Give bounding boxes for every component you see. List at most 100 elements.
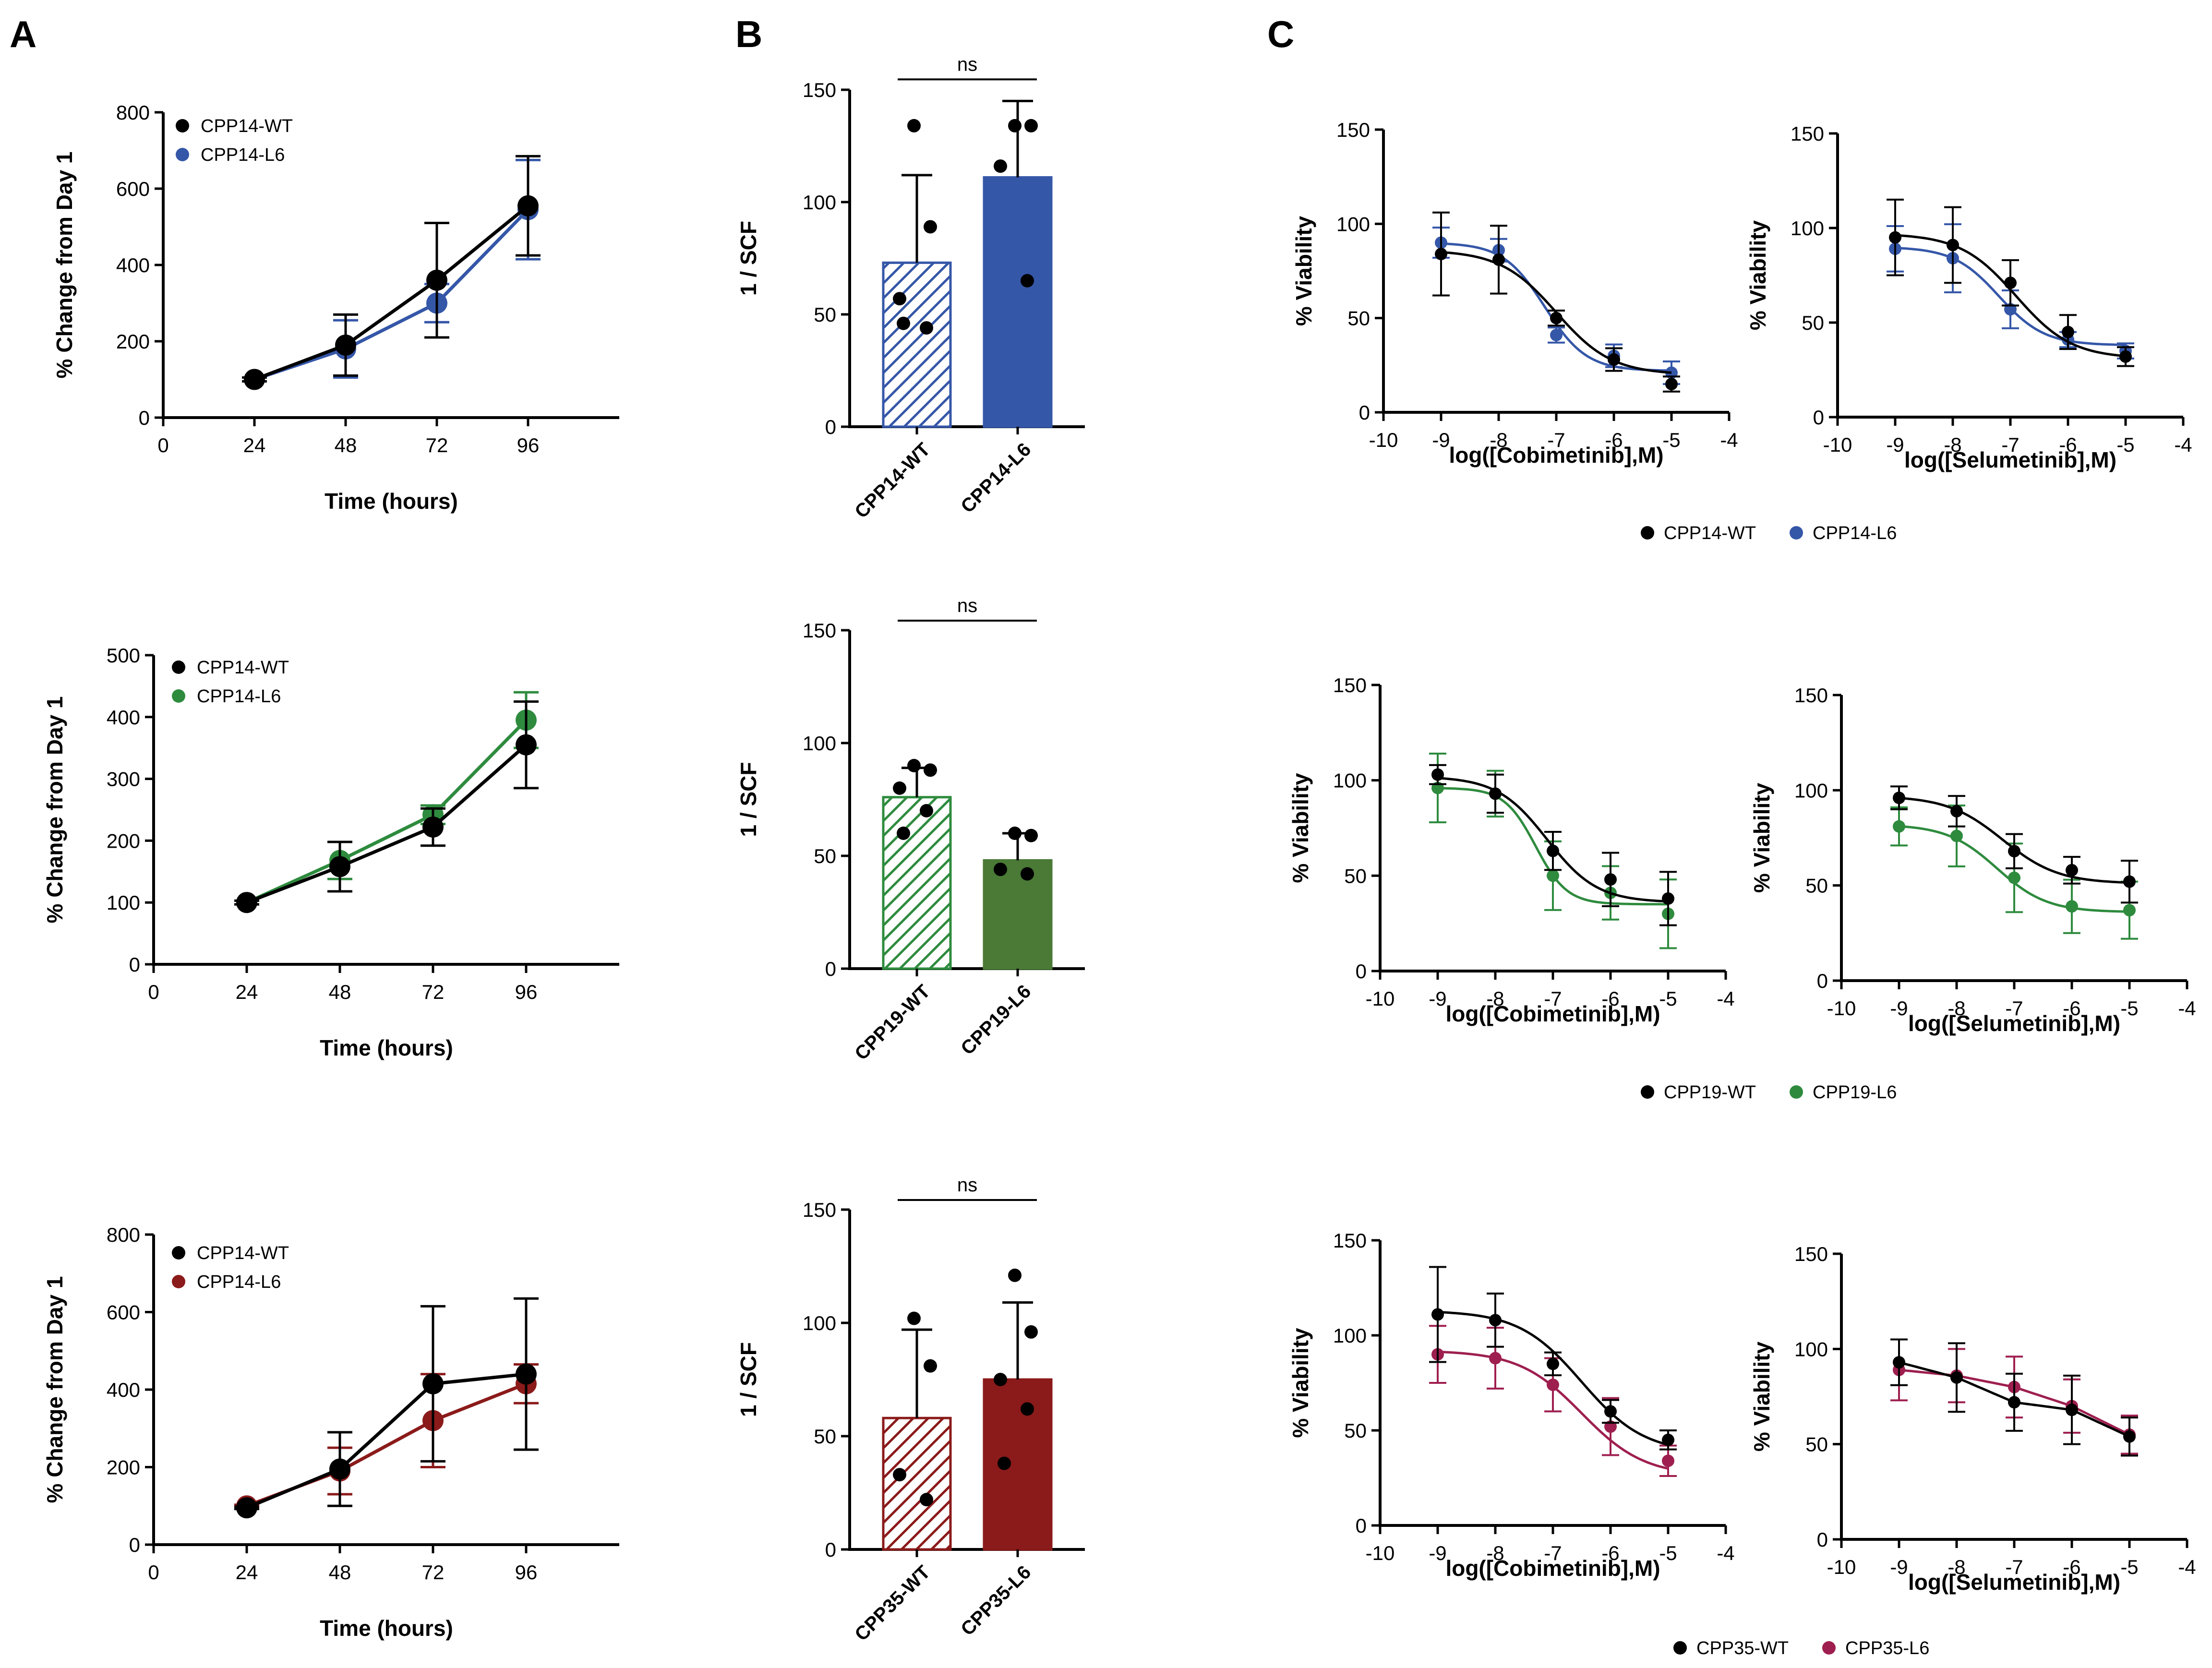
y-tick-label: 500: [107, 644, 140, 667]
y-tick-label: 100: [1333, 1324, 1367, 1347]
y-tick-label: 0: [129, 953, 140, 976]
y-tick-label: 600: [107, 1301, 140, 1324]
x-axis-label: Time (hours): [325, 489, 458, 514]
x-tick-label: -6: [1601, 987, 1619, 1010]
legend-label: CPP35-WT: [1696, 1638, 1789, 1658]
y-axis-label: % Change from Day 1: [52, 152, 77, 379]
y-tick-label: 0: [1813, 406, 1824, 429]
x-tick-label: -10: [1827, 1556, 1856, 1578]
y-axis-label: % Viability: [1745, 220, 1770, 330]
y-tick-label: 400: [107, 706, 140, 729]
y-tick-label: 150: [1333, 1229, 1367, 1252]
x-tick-label: 96: [517, 434, 540, 456]
data-point: [335, 334, 356, 356]
data-point: [994, 159, 1007, 173]
x-tick-label: -7: [2001, 433, 2019, 456]
data-point: [1662, 1433, 1674, 1446]
fit-curve: [1441, 242, 1672, 372]
series-CPP14-L6: [1432, 227, 1680, 385]
data-point: [1893, 792, 1905, 804]
data-point: [1435, 248, 1447, 261]
legend-marker: [1790, 1085, 1803, 1099]
data-point: [516, 734, 537, 756]
x-tick-label: -6: [2063, 1556, 2080, 1578]
data-point: [1608, 353, 1620, 366]
y-axis-label: % Viability: [1288, 1328, 1313, 1438]
data-point: [907, 1311, 921, 1325]
y-tick-label: 100: [1336, 213, 1370, 235]
x-tick-label: 48: [329, 981, 351, 1003]
x-tick-label: -7: [1547, 429, 1565, 451]
data-point: [893, 1468, 906, 1482]
legend-marker: [172, 1275, 185, 1288]
legend-label: CPP14-L6: [197, 686, 281, 707]
legend-label: CPP14-L6: [201, 145, 285, 165]
x-tick-label: -4: [2178, 997, 2196, 1020]
y-tick-label: 0: [825, 1538, 836, 1561]
significance-bracket: ns: [898, 595, 1037, 622]
significance-label: ns: [957, 595, 977, 616]
legend: CPP14-WT CPP14-L6: [176, 116, 293, 165]
y-tick-label: 200: [107, 1456, 140, 1479]
y-tick-label: 0: [1817, 1528, 1828, 1551]
data-point: [924, 763, 937, 777]
x-tick-label: -10: [1369, 429, 1398, 451]
data-point: [2066, 864, 2078, 876]
legend-marker: [172, 689, 185, 703]
bar-group-CPP35-WT: CPP35-WT: [851, 1311, 952, 1645]
chart-B2: 0 50 100 150 1 / SCF CPP19-WT CPP19-L6 ns: [736, 595, 1085, 1064]
data-point: [2008, 1396, 2020, 1409]
bar-group-CPP19-L6: CPP19-L6: [957, 827, 1053, 1059]
data-point: [1024, 828, 1038, 842]
legend-label: CPP14-L6: [197, 1272, 281, 1292]
y-tick-label: 150: [803, 619, 836, 642]
legend-marker: [172, 1246, 185, 1260]
x-tick-label: -4: [1720, 429, 1738, 451]
legend-marker: [1641, 526, 1654, 540]
x-tick-label: -9: [1429, 987, 1446, 1010]
bar: [882, 1416, 952, 1551]
data-point: [517, 195, 539, 216]
x-tick-label: 48: [329, 1561, 351, 1584]
bar-group-CPP35-L6: CPP35-L6: [957, 1268, 1053, 1640]
series-CPP19-WT: [1429, 764, 1677, 926]
y-tick-label: 150: [1336, 119, 1370, 141]
chart-C1a: 0 50 100 150 -10 -9 -8 -7 -6 -5 -4 % Viability log([…: [1291, 119, 1738, 468]
y-tick-label: 50: [814, 303, 836, 326]
y-tick-label: 100: [803, 1312, 836, 1334]
data-point: [2062, 325, 2074, 338]
significance-bracket: ns: [898, 54, 1037, 81]
chart-C1b: 0 50 100 150 -10 -9 -8 -7 -6 -5 -4 % Viability log([…: [1745, 122, 2192, 472]
y-tick-label: 150: [1794, 684, 1828, 707]
legend-marker: [1822, 1641, 1836, 1655]
legend-marker: [176, 119, 189, 132]
y-tick-label: 0: [139, 407, 150, 429]
y-tick-label: 50: [1805, 1433, 1828, 1456]
data-point: [1431, 768, 1444, 781]
x-tick-label: -7: [2005, 1556, 2023, 1578]
x-tick-label: -5: [2120, 1556, 2138, 1578]
x-axis-label: log([Selumetinib],M): [1908, 1570, 2120, 1595]
charts: 0 200 400 600 800 0 24 48 72 96 % Change from Day …: [42, 54, 2196, 1658]
c-legend-3: CPP35-WT CPP35-L6: [1673, 1638, 1929, 1658]
data-point: [1604, 1405, 1617, 1418]
data-point: [1550, 329, 1563, 342]
data-point: [1024, 119, 1038, 132]
x-tick-label: -8: [1948, 1556, 1965, 1578]
x-tick-label: -8: [1490, 429, 1507, 451]
data-point: [1021, 867, 1034, 881]
x-tick-label: -4: [1717, 1542, 1734, 1564]
x-tick-label: -5: [2120, 997, 2138, 1020]
data-point: [1662, 892, 1674, 905]
x-tick-label: 24: [243, 434, 266, 456]
bar: [882, 261, 952, 428]
legend-label: CPP19-WT: [1664, 1082, 1756, 1103]
data-point: [422, 1373, 444, 1394]
y-tick-label: 150: [1791, 122, 1824, 145]
data-point: [329, 1458, 350, 1480]
data-point: [329, 856, 350, 877]
data-point: [2123, 875, 2136, 888]
y-tick-label: 0: [1359, 401, 1370, 424]
legend-label: CPP14-WT: [201, 116, 293, 136]
c-legend-2: CPP19-WT CPP19-L6: [1641, 1082, 1897, 1103]
